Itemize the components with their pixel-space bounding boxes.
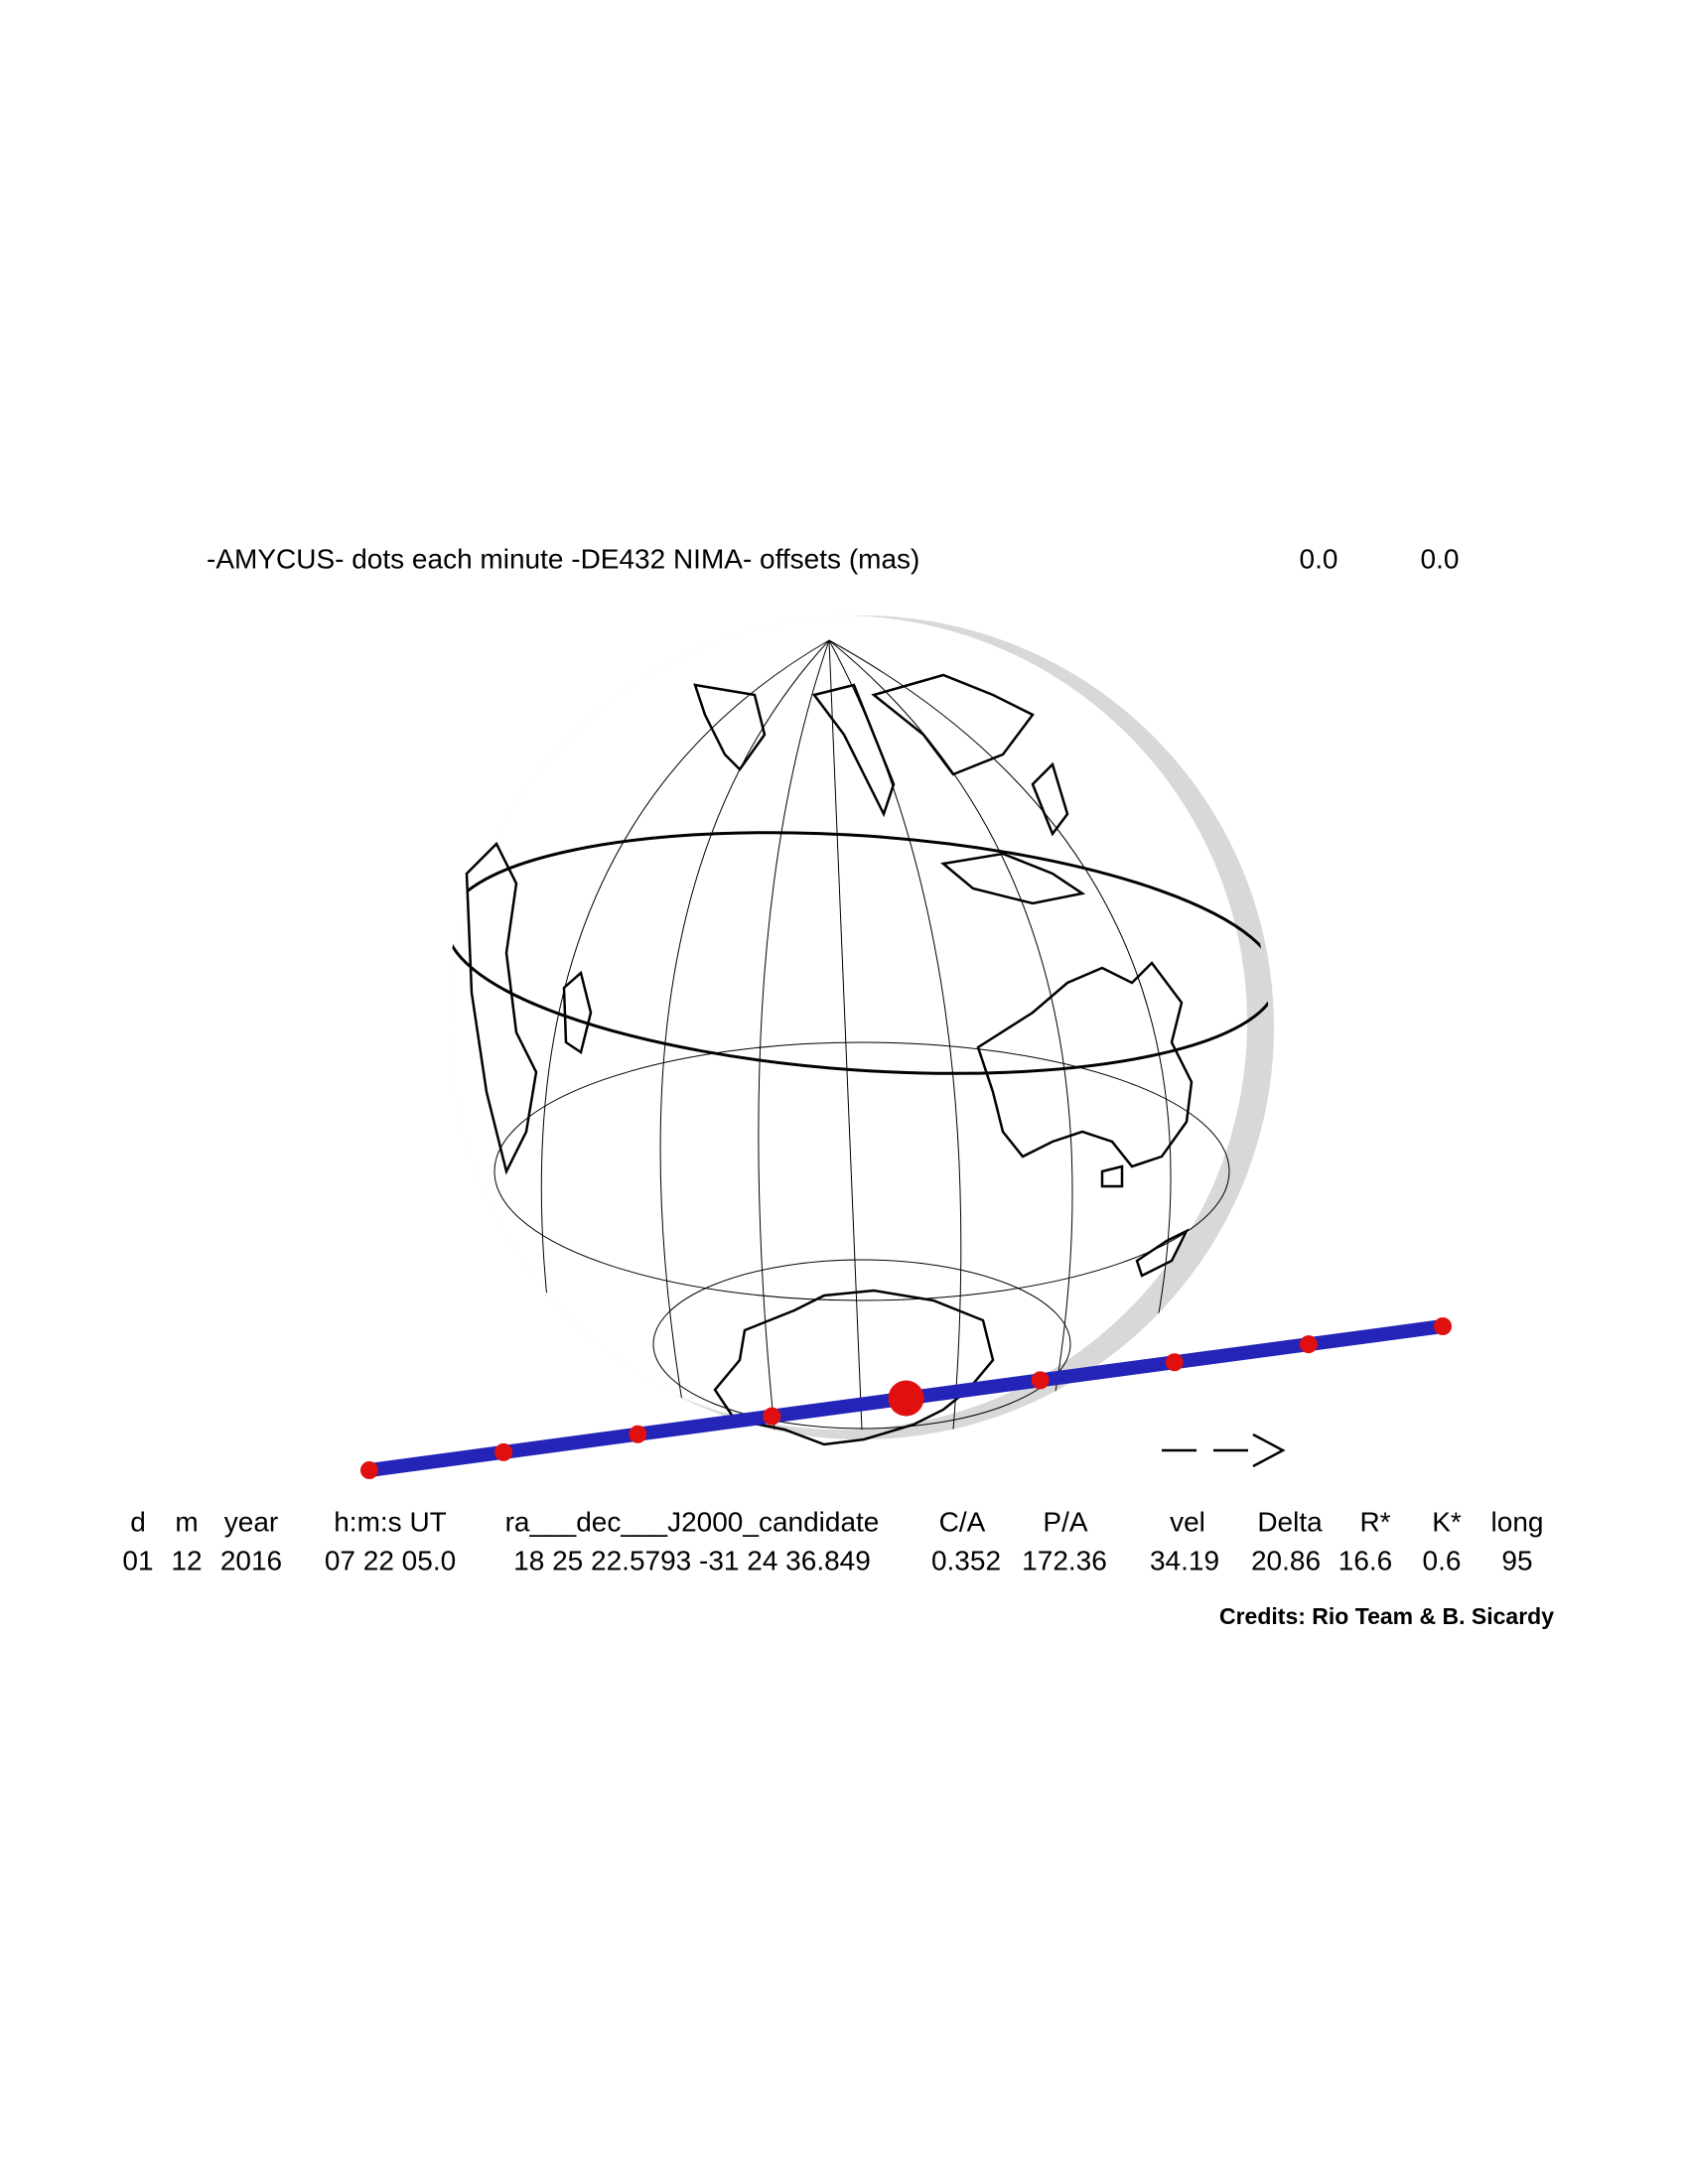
column-value: 0.352 <box>931 1545 1001 1575</box>
column-header: year <box>224 1506 278 1537</box>
column-value: 172.36 <box>1022 1545 1107 1575</box>
title: -AMYCUS- dots each minute -DE432 NIMA- o… <box>207 543 919 574</box>
column-header: long <box>1491 1506 1544 1537</box>
coastlines <box>465 673 1194 1446</box>
column-header: ra___dec___J2000_candidate <box>505 1506 880 1537</box>
minute-dot <box>494 1442 513 1461</box>
column-value: 07 22 05.0 <box>325 1545 456 1575</box>
column-header: P/A <box>1043 1506 1087 1537</box>
column-value: 0.6 <box>1423 1545 1462 1575</box>
column-value: 34.19 <box>1150 1545 1219 1575</box>
offset-y: 0.0 <box>1421 543 1460 574</box>
globe-day <box>450 615 1247 1430</box>
column-header: d <box>130 1506 146 1537</box>
shadow-track <box>360 1317 1452 1479</box>
column-value: 18 25 22.5793 -31 24 36.849 <box>513 1545 871 1575</box>
data-table: d m year h:m:s UT ra___dec___J2000_candidate… <box>122 1506 1543 1575</box>
column-header: vel <box>1170 1506 1205 1537</box>
column-value: 2016 <box>220 1545 282 1575</box>
column-value: 16.6 <box>1338 1545 1393 1575</box>
column-header: K* <box>1432 1506 1462 1537</box>
column-header: h:m:s UT <box>334 1506 447 1537</box>
column-value: 01 <box>122 1545 153 1575</box>
minute-dot <box>1165 1353 1184 1372</box>
column-header: m <box>175 1506 198 1537</box>
central-dot <box>888 1380 924 1417</box>
minute-dot <box>763 1407 781 1426</box>
track-dots <box>360 1317 1452 1479</box>
direction-arrow <box>1162 1433 1286 1468</box>
minute-dot <box>629 1425 647 1443</box>
minute-dot <box>1434 1317 1452 1335</box>
minute-dot <box>360 1461 378 1479</box>
column-header: R* <box>1359 1506 1390 1537</box>
globe <box>445 615 1279 1446</box>
column-header: C/A <box>939 1506 986 1537</box>
column-value: 12 <box>171 1545 202 1575</box>
column-value: 20.86 <box>1251 1545 1321 1575</box>
credits: Credits: Rio Team & B. Sicardy <box>1219 1603 1554 1629</box>
column-header: Delta <box>1257 1506 1323 1537</box>
graticule <box>493 639 1230 1431</box>
minute-dot <box>1299 1335 1318 1354</box>
minute-dot <box>1031 1371 1050 1390</box>
column-value: 95 <box>1501 1545 1532 1575</box>
offset-x: 0.0 <box>1300 543 1338 574</box>
